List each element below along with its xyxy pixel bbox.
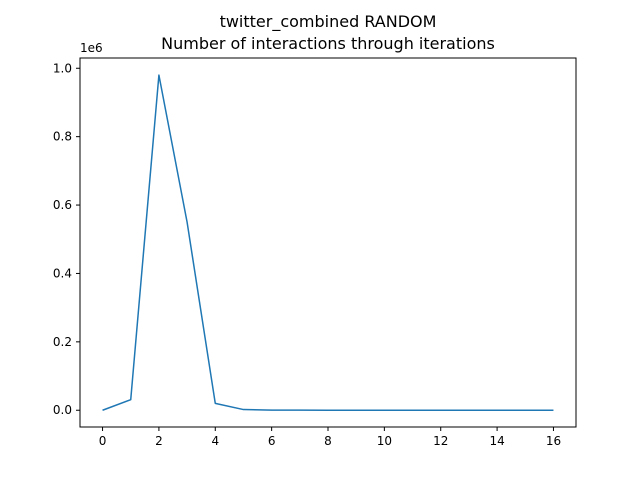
y-tick-label: 0.0 — [53, 403, 72, 417]
y-axis-ticks: 0.0 0.2 0.4 0.6 0.8 1.0 — [53, 61, 80, 417]
x-tick-label: 0 — [99, 434, 107, 448]
x-tick-label: 14 — [489, 434, 504, 448]
y-tick-label: 0.8 — [53, 130, 72, 144]
x-tick-label: 4 — [211, 434, 219, 448]
x-axis-ticks: 0 2 4 6 8 10 12 14 16 — [99, 427, 561, 448]
chart-title: twitter_combined RANDOM — [220, 12, 437, 32]
y-tick-label: 0.2 — [53, 335, 72, 349]
x-tick-label: 16 — [546, 434, 561, 448]
plot-area-frame — [79, 57, 577, 428]
y-tick-label: 0.4 — [53, 266, 72, 280]
y-tick-label: 1.0 — [53, 61, 72, 75]
x-tick-label: 6 — [268, 434, 276, 448]
y-axis-offset-label: 1e6 — [80, 41, 103, 55]
chart-subtitle: Number of interactions through iteration… — [161, 34, 495, 53]
y-tick-label: 0.6 — [53, 198, 72, 212]
x-tick-label: 10 — [377, 434, 392, 448]
x-tick-label: 2 — [155, 434, 163, 448]
series-layer — [102, 74, 554, 411]
x-tick-label: 8 — [324, 434, 332, 448]
x-tick-label: 12 — [433, 434, 448, 448]
